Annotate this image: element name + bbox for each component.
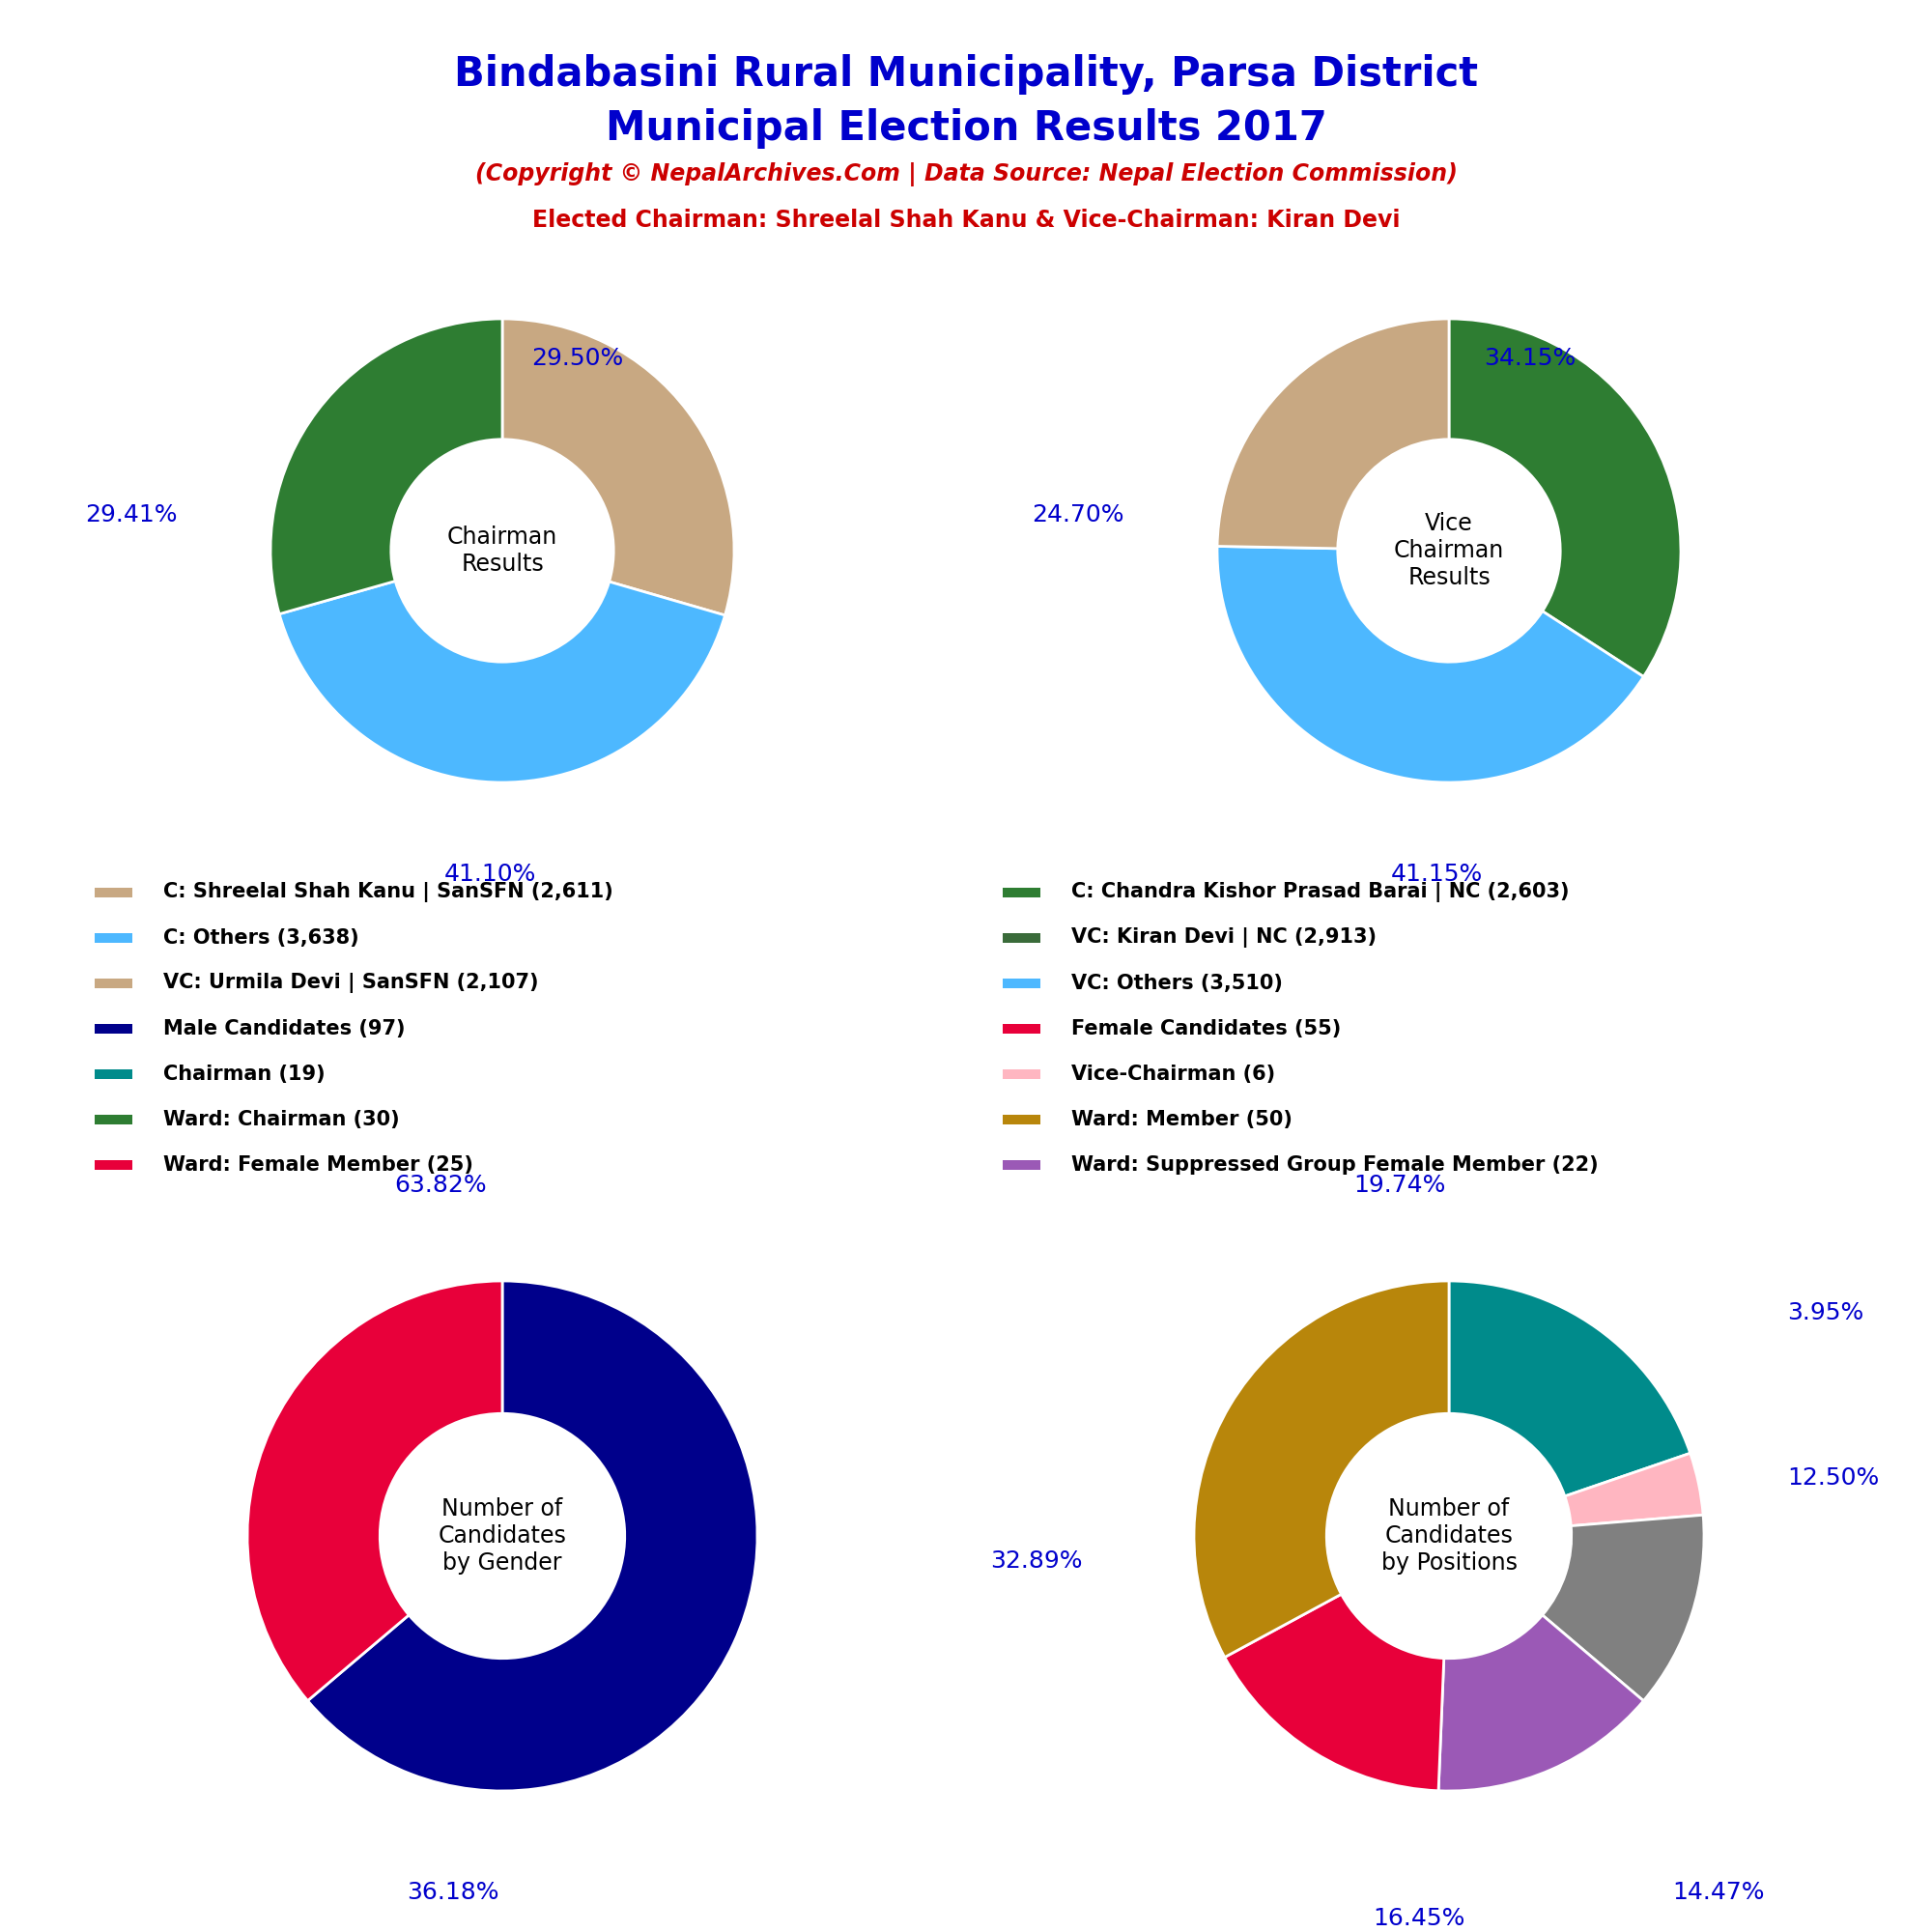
Text: Number of
Candidates
by Positions: Number of Candidates by Positions (1381, 1497, 1517, 1575)
Text: 34.15%: 34.15% (1484, 348, 1577, 371)
Text: Elected Chairman: Shreelal Shah Kanu & Vice-Chairman: Kiran Devi: Elected Chairman: Shreelal Shah Kanu & V… (531, 209, 1401, 232)
Text: C: Others (3,638): C: Others (3,638) (164, 927, 359, 947)
Text: Female Candidates (55): Female Candidates (55) (1072, 1020, 1341, 1039)
Text: (Copyright © NepalArchives.Com | Data Source: Nepal Election Commission): (Copyright © NepalArchives.Com | Data So… (475, 162, 1457, 187)
Bar (95, 887, 133, 896)
Wedge shape (1449, 319, 1681, 676)
Text: Ward: Chairman (30): Ward: Chairman (30) (164, 1111, 400, 1130)
Text: C: Shreelal Shah Kanu | SanSFN (2,611): C: Shreelal Shah Kanu | SanSFN (2,611) (164, 883, 612, 902)
Text: 41.15%: 41.15% (1391, 862, 1484, 885)
Bar (1003, 887, 1041, 896)
Wedge shape (1565, 1453, 1704, 1526)
Wedge shape (270, 319, 502, 614)
Text: Vice
Chairman
Results: Vice Chairman Results (1393, 512, 1505, 589)
Bar (95, 1161, 133, 1171)
Text: Ward: Suppressed Group Female Member (22): Ward: Suppressed Group Female Member (22… (1072, 1155, 1598, 1175)
Bar (1003, 1161, 1041, 1171)
Text: Chairman
Results: Chairman Results (446, 526, 558, 576)
Text: VC: Urmila Devi | SanSFN (2,107): VC: Urmila Devi | SanSFN (2,107) (164, 974, 539, 993)
Text: 41.10%: 41.10% (444, 862, 537, 885)
Bar (95, 933, 133, 943)
Text: VC: Kiran Devi | NC (2,913): VC: Kiran Devi | NC (2,913) (1072, 927, 1378, 949)
Bar (95, 1024, 133, 1034)
Wedge shape (1449, 1281, 1690, 1495)
Text: Ward: Member (50): Ward: Member (50) (1072, 1111, 1293, 1130)
Wedge shape (307, 1281, 757, 1791)
Text: Bindabasini Rural Municipality, Parsa District: Bindabasini Rural Municipality, Parsa Di… (454, 54, 1478, 95)
Wedge shape (502, 319, 734, 614)
Wedge shape (1542, 1515, 1704, 1700)
Text: 36.18%: 36.18% (406, 1882, 498, 1905)
Text: 63.82%: 63.82% (394, 1173, 487, 1196)
Text: 3.95%: 3.95% (1787, 1300, 1864, 1323)
Wedge shape (280, 582, 724, 782)
Bar (1003, 933, 1041, 943)
Wedge shape (1217, 319, 1449, 549)
Text: Municipal Election Results 2017: Municipal Election Results 2017 (605, 108, 1327, 149)
Text: 24.70%: 24.70% (1032, 502, 1124, 526)
Bar (1003, 1115, 1041, 1124)
Wedge shape (1194, 1281, 1449, 1658)
Bar (95, 1115, 133, 1124)
Bar (95, 978, 133, 987)
Text: 29.50%: 29.50% (531, 348, 624, 371)
Bar (1003, 1024, 1041, 1034)
Text: C: Chandra Kishor Prasad Barai | NC (2,603): C: Chandra Kishor Prasad Barai | NC (2,6… (1072, 883, 1569, 902)
Text: 29.41%: 29.41% (85, 502, 178, 526)
Text: Number of
Candidates
by Gender: Number of Candidates by Gender (439, 1497, 566, 1575)
Wedge shape (1217, 547, 1644, 782)
Text: 14.47%: 14.47% (1673, 1882, 1764, 1905)
Bar (95, 1070, 133, 1080)
Text: 19.74%: 19.74% (1352, 1173, 1445, 1196)
Wedge shape (247, 1281, 502, 1700)
Text: Chairman (19): Chairman (19) (164, 1065, 325, 1084)
Text: 32.89%: 32.89% (989, 1549, 1082, 1573)
Text: 16.45%: 16.45% (1372, 1907, 1464, 1930)
Text: Male Candidates (97): Male Candidates (97) (164, 1020, 406, 1039)
Bar (1003, 978, 1041, 987)
Text: VC: Others (3,510): VC: Others (3,510) (1072, 974, 1283, 993)
Text: Ward: Female Member (25): Ward: Female Member (25) (164, 1155, 473, 1175)
Bar (1003, 1070, 1041, 1080)
Wedge shape (1439, 1615, 1644, 1791)
Wedge shape (1225, 1594, 1443, 1791)
Text: 12.50%: 12.50% (1787, 1466, 1880, 1490)
Text: Vice-Chairman (6): Vice-Chairman (6) (1072, 1065, 1275, 1084)
